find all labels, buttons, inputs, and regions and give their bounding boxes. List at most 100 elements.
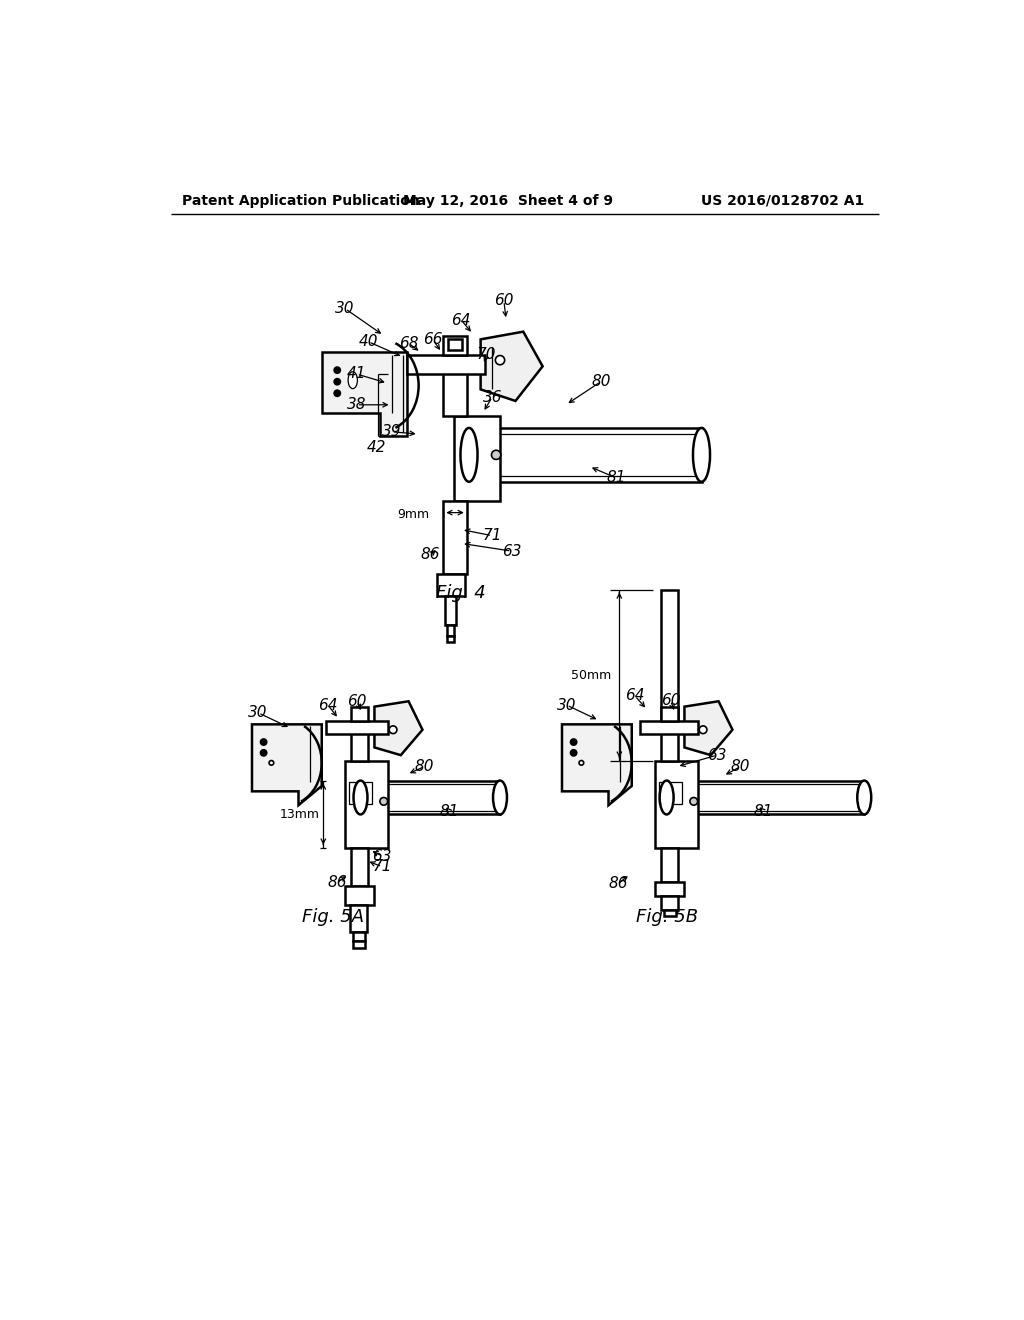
Polygon shape — [322, 352, 407, 436]
Bar — [667, 780, 864, 814]
Text: May 12, 2016  Sheet 4 of 9: May 12, 2016 Sheet 4 of 9 — [402, 194, 612, 207]
Circle shape — [570, 750, 577, 756]
Text: 80: 80 — [591, 374, 610, 389]
Bar — [655, 760, 697, 847]
Polygon shape — [480, 331, 543, 401]
Text: Fig. 5B: Fig. 5B — [636, 908, 697, 925]
Text: 9mm: 9mm — [397, 508, 429, 520]
Bar — [360, 780, 500, 814]
Circle shape — [269, 760, 273, 766]
Text: 60: 60 — [495, 293, 514, 309]
Bar — [352, 932, 366, 941]
Bar — [445, 595, 456, 626]
Bar — [662, 706, 678, 721]
Text: 86: 86 — [421, 548, 440, 562]
Text: 80: 80 — [730, 759, 750, 775]
Bar — [640, 721, 697, 734]
Circle shape — [699, 726, 707, 734]
Text: Patent Application Publication: Patent Application Publication — [182, 194, 420, 207]
Bar — [345, 886, 375, 906]
Text: US 2016/0128702 A1: US 2016/0128702 A1 — [701, 194, 864, 207]
Text: 64: 64 — [452, 313, 471, 327]
Circle shape — [334, 391, 340, 396]
Bar — [449, 339, 462, 350]
Bar — [454, 416, 500, 502]
Circle shape — [260, 739, 266, 744]
Text: 86: 86 — [328, 875, 347, 890]
Bar — [446, 626, 455, 636]
Bar — [326, 721, 388, 734]
Ellipse shape — [659, 780, 674, 814]
Bar — [349, 781, 372, 804]
Bar — [407, 355, 484, 374]
Ellipse shape — [461, 428, 477, 482]
Polygon shape — [684, 701, 732, 755]
Bar — [351, 706, 369, 721]
Bar — [655, 882, 684, 896]
Text: 68: 68 — [398, 335, 418, 351]
Circle shape — [496, 355, 505, 364]
Polygon shape — [252, 725, 322, 805]
Bar — [351, 721, 369, 760]
Text: 81: 81 — [440, 804, 460, 818]
Bar — [352, 941, 366, 948]
Bar — [664, 909, 676, 916]
Bar — [662, 896, 678, 909]
Text: 71: 71 — [373, 859, 392, 874]
Text: 50mm: 50mm — [570, 668, 610, 681]
Text: 64: 64 — [625, 688, 644, 704]
Text: 30: 30 — [335, 301, 354, 315]
Bar — [443, 355, 467, 416]
Text: 42: 42 — [367, 440, 386, 454]
Bar — [662, 590, 678, 760]
Text: 40: 40 — [358, 334, 378, 350]
Ellipse shape — [348, 372, 357, 388]
Text: 70: 70 — [477, 347, 497, 362]
Text: 66: 66 — [423, 331, 442, 347]
Bar — [345, 760, 388, 847]
Bar — [446, 636, 455, 642]
Circle shape — [579, 760, 584, 766]
Circle shape — [570, 739, 577, 744]
Text: 81: 81 — [606, 470, 626, 486]
Text: 39: 39 — [382, 424, 401, 440]
Text: Fig. 5A: Fig. 5A — [302, 908, 365, 925]
Text: 63: 63 — [373, 849, 392, 863]
Text: 80: 80 — [415, 759, 434, 775]
Ellipse shape — [857, 780, 871, 814]
Text: 41: 41 — [347, 367, 367, 381]
Circle shape — [334, 367, 340, 374]
Circle shape — [334, 379, 340, 385]
Text: Fig. 4: Fig. 4 — [436, 585, 486, 602]
Bar — [658, 781, 682, 804]
Text: 60: 60 — [660, 693, 680, 708]
Circle shape — [690, 797, 697, 805]
Bar — [662, 847, 678, 882]
Ellipse shape — [493, 780, 507, 814]
Ellipse shape — [693, 428, 710, 482]
Text: 36: 36 — [482, 389, 502, 405]
Circle shape — [492, 450, 501, 459]
Bar — [443, 335, 467, 355]
Circle shape — [389, 726, 397, 734]
Polygon shape — [375, 701, 423, 755]
Circle shape — [260, 750, 266, 756]
Text: 30: 30 — [557, 697, 577, 713]
Ellipse shape — [353, 780, 368, 814]
Text: 38: 38 — [347, 397, 367, 412]
Bar — [351, 847, 369, 886]
Text: 64: 64 — [318, 697, 338, 713]
Bar — [350, 906, 368, 932]
Text: 30: 30 — [249, 705, 268, 721]
Circle shape — [380, 797, 388, 805]
Text: 63: 63 — [502, 544, 521, 558]
Text: 13mm: 13mm — [280, 808, 321, 821]
Bar — [443, 502, 467, 574]
Bar — [469, 428, 701, 482]
Bar — [437, 574, 465, 595]
Text: 63: 63 — [708, 747, 727, 763]
Polygon shape — [562, 725, 632, 805]
Text: 86: 86 — [608, 876, 628, 891]
Text: 60: 60 — [347, 694, 367, 709]
Text: 81: 81 — [754, 804, 773, 818]
